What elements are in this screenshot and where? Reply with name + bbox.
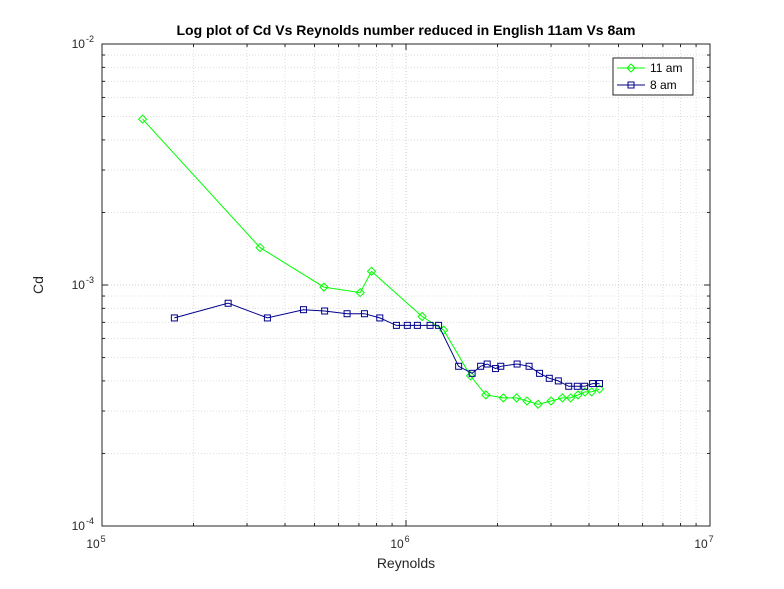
data-point [343,310,351,318]
data-point [263,314,271,322]
y-tick-label: 10-2 [72,34,94,51]
data-point [483,360,491,368]
data-point [533,399,543,409]
data-point [455,362,463,370]
data-point [557,393,568,403]
y-axis-label: Cd [30,276,46,294]
data-point [299,306,307,314]
data-point [319,282,329,292]
y-tick-label: 10-3 [72,275,94,292]
x-tick-label: 106 [390,534,409,551]
data-point [573,390,583,400]
data-point [589,380,597,388]
legend-label: 11 am [650,61,682,75]
data-point [376,314,384,322]
data-point [360,310,368,318]
data-point [413,321,421,329]
data-point [513,360,521,368]
data-point [366,266,377,276]
grid [102,44,710,526]
data-point [492,365,500,373]
data-point [595,380,603,388]
data-point [255,242,265,253]
data-point [511,393,522,403]
data-point [498,393,509,403]
data-point [497,362,505,370]
data-point [435,321,443,329]
x-tick-label: 105 [86,534,105,551]
legend-marker [626,63,636,73]
data-point [554,377,562,385]
series-11am [137,114,605,409]
legend[interactable]: 11 am 8 am [612,57,694,96]
data-point [403,321,411,329]
data-point [536,369,544,377]
legend-marker [627,81,635,89]
legend-box [612,57,694,96]
data-point [565,382,573,390]
data-point [426,321,434,329]
data-point [565,393,576,403]
series-line [174,302,600,387]
data-point [417,311,427,322]
data-point [522,396,532,406]
data-point [581,382,589,390]
series-layer [137,114,605,409]
data-point [573,382,581,390]
x-tick-label: 107 [694,534,713,551]
series-line [142,118,600,405]
data-point [525,362,533,370]
data-point [224,299,232,307]
series-8am [170,299,603,390]
data-point [545,374,553,382]
data-point [586,387,597,397]
x-axis-label: Reynolds [376,555,436,571]
data-point [481,390,491,400]
data-point [355,287,365,298]
data-point [477,362,485,370]
data-point [392,321,400,329]
data-point [321,307,329,315]
data-point [580,387,590,397]
data-point [170,314,178,322]
data-point [465,371,476,381]
data-point [137,114,148,124]
data-point [546,396,556,406]
chart-title: Log plot of Cd Vs Reynolds number reduce… [176,22,636,38]
axis-ticks: 105 106 107 10-4 10-3 10-2 [72,34,714,551]
data-point [594,384,605,394]
y-tick-label: 10-4 [72,516,94,533]
data-point [468,369,476,377]
legend-label: 8 am [650,78,677,92]
